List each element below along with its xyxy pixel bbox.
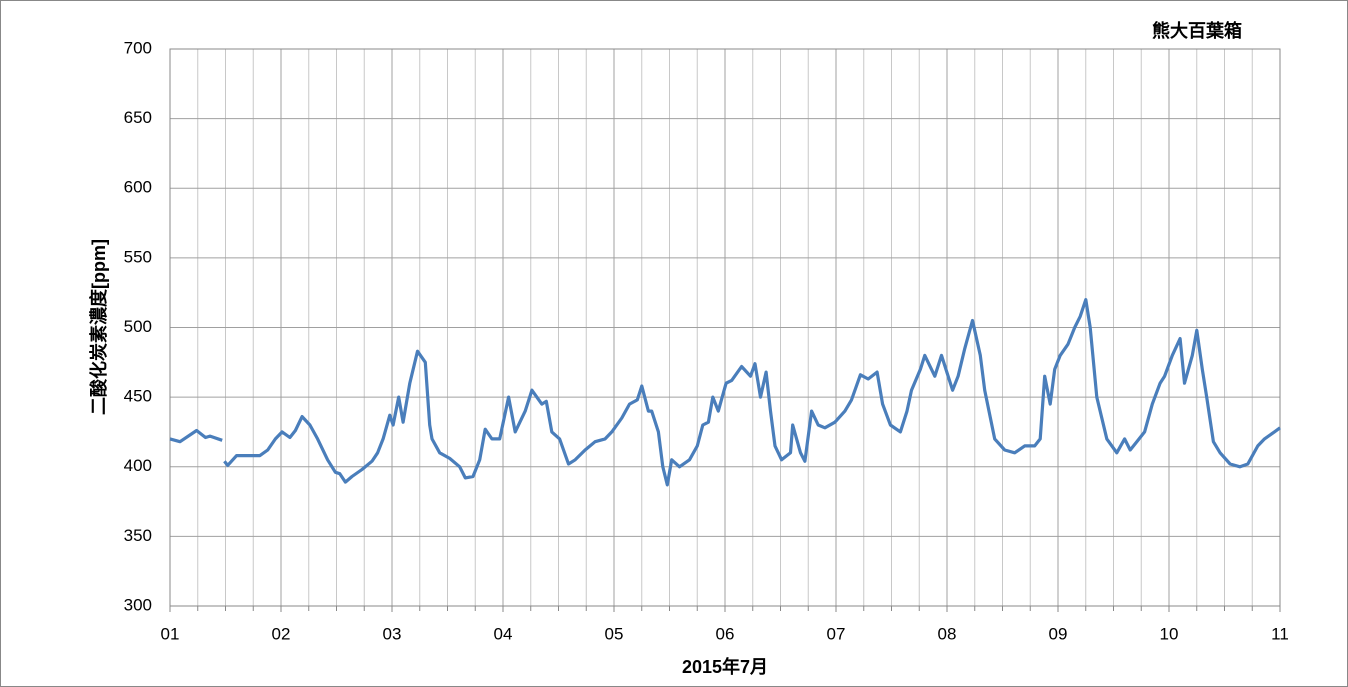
plot-frame: [169, 48, 1281, 607]
y-tick-label: 300: [124, 595, 152, 614]
x-tick-label: 01: [161, 624, 180, 643]
data-line: [169, 298, 1281, 487]
y-tick-label: 550: [124, 247, 152, 266]
y-axis-title: 二酸化炭素濃度[ppm]: [88, 239, 109, 415]
y-tick-label: 600: [124, 178, 152, 197]
y-tick-label: 450: [124, 387, 152, 406]
x-tick-label: 02: [272, 624, 291, 643]
x-tick-label: 03: [383, 624, 402, 643]
x-tick-label: 09: [1049, 624, 1068, 643]
chart-title: 熊大百葉箱: [1152, 20, 1242, 41]
x-tick-label: 07: [827, 624, 846, 643]
x-tick-label: 06: [716, 624, 735, 643]
y-tick-label: 400: [124, 456, 152, 475]
x-tick-label: 04: [494, 624, 513, 643]
x-tick-label: 10: [1160, 624, 1179, 643]
y-tick-label: 350: [124, 526, 152, 545]
y-tick-label: 500: [124, 317, 152, 336]
x-axis-title: 2015年7月: [682, 656, 768, 677]
x-tick-label: 08: [938, 624, 957, 643]
x-tick-label: 05: [605, 624, 624, 643]
x-tick-label: 11: [1271, 624, 1289, 643]
y-tick-label: 650: [124, 108, 152, 127]
y-tick-label: 700: [124, 38, 152, 57]
